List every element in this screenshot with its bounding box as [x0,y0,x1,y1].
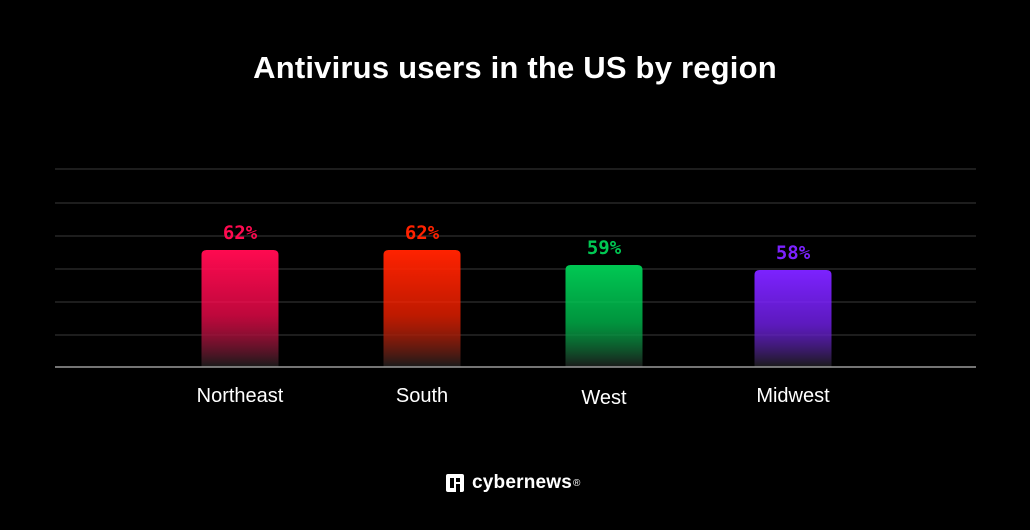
cybernews-logo-icon [446,474,464,492]
registered-mark: ® [573,477,581,489]
cybernews-logo-text: cybernews [472,472,573,493]
category-label-south: South [396,385,448,407]
data-label-northeast: 62% [223,222,258,244]
bar-northeast [201,250,279,367]
category-label-midwest: Midwest [756,385,830,407]
category-label-northeast: Northeast [197,385,284,407]
bar-south [383,250,461,367]
data-label-south: 62% [405,222,440,244]
cybernews-logo: cybernews ® [446,470,580,496]
category-label-west: West [581,387,627,409]
data-label-midwest: 58% [776,242,811,264]
bar-west [565,265,643,367]
bar-midwest [754,270,832,367]
data-label-west: 59% [587,237,622,259]
chart-title: Antivirus users in the US by region [253,50,777,85]
